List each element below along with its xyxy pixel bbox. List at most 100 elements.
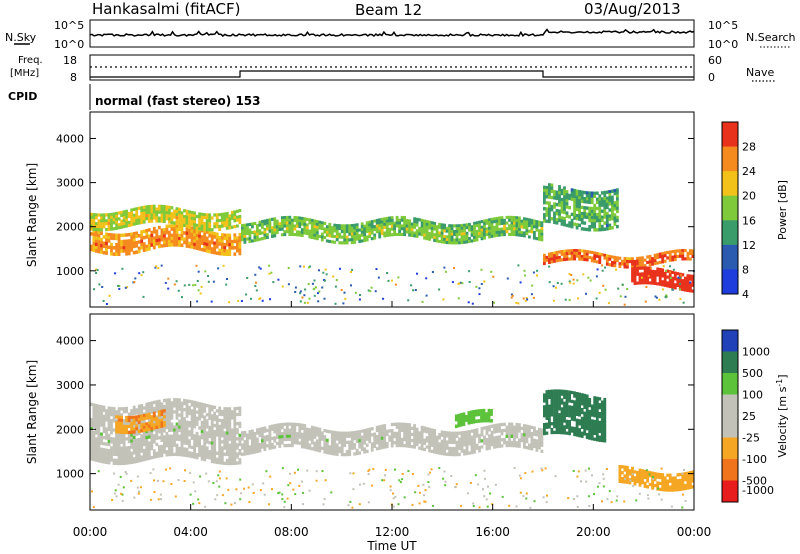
power-echo-cell — [142, 208, 146, 212]
velocity-echo-cell — [528, 428, 531, 432]
power-echo-cell — [325, 239, 329, 243]
power-echo-speckle — [662, 265, 665, 268]
power-echo-cell — [378, 232, 382, 236]
velocity-echo-speckle — [610, 501, 613, 504]
power-echo-cell — [580, 196, 584, 200]
velocity-echo-cell — [570, 408, 574, 412]
velocity-echo-cell — [320, 431, 324, 435]
power-echo-speckle — [200, 285, 203, 288]
power-echo-cell — [246, 229, 249, 233]
velocity-echo-cell — [585, 418, 589, 422]
colorbar-block — [722, 373, 738, 395]
velocity-echo-cell — [92, 415, 96, 419]
power-echo-cell — [538, 234, 541, 238]
power-echo-cell — [208, 230, 212, 235]
power-echo-cell — [175, 230, 179, 234]
velocity-echo-cell — [578, 434, 581, 438]
velocity-echo-speckle — [403, 496, 406, 499]
power-echo-cell — [157, 235, 161, 239]
power-echo-speckle — [519, 281, 522, 284]
velocity-echo-cell — [218, 458, 222, 462]
velocity-echo-cell — [122, 461, 126, 465]
power-echo-cell — [418, 232, 421, 236]
power-echo-cell — [658, 282, 662, 286]
colorbar-tick-label: 4 — [742, 288, 749, 301]
velocity-echo-cell — [278, 435, 282, 439]
velocity-echo-cell — [175, 431, 179, 435]
velocity-echo-cell — [268, 434, 272, 438]
power-echo-cell — [558, 191, 561, 195]
velocity-echo-cell — [127, 418, 131, 423]
power-echo-speckle — [102, 300, 105, 302]
power-echo-cell — [583, 221, 587, 225]
velocity-echo-cell — [673, 482, 677, 486]
velocity-echo-speckle — [501, 495, 504, 498]
velocity-echo-cell — [251, 444, 254, 449]
velocity-echo-cell — [220, 458, 224, 462]
velocity-echo-cell — [105, 451, 108, 455]
velocity-echo-cell — [170, 410, 174, 414]
velocity-echo-cell — [475, 431, 479, 435]
velocity-echo-speckle — [247, 486, 250, 489]
velocity-echo-cell — [493, 445, 496, 449]
velocity-echo-cell — [495, 426, 499, 430]
velocity-echo-cell — [188, 424, 191, 428]
power-echo-cell — [445, 235, 449, 239]
velocity-echo-cell — [152, 414, 156, 418]
velocity-echo-cell — [193, 422, 196, 426]
power-echo-cell — [460, 235, 464, 239]
power-echo-cell — [338, 232, 342, 236]
power-echo-cell — [573, 249, 576, 253]
velocity-echo-cell — [173, 401, 176, 405]
power-echo-cell — [117, 217, 121, 221]
power-echo-cell — [90, 212, 93, 216]
velocity-echo-cell — [585, 409, 589, 413]
velocity-echo-cell — [328, 445, 332, 449]
power-echo-cell — [380, 226, 384, 230]
velocity-echo-cell — [565, 407, 569, 412]
velocity-echo-speckle — [389, 485, 392, 488]
power-echo-cell — [555, 212, 559, 216]
velocity-echo-cell — [188, 439, 191, 443]
power-echo-cell — [585, 206, 589, 210]
velocity-echo-cell — [193, 455, 196, 459]
velocity-echo-cell — [203, 421, 207, 425]
velocity-echo-cell — [583, 411, 587, 415]
power-echo-cell — [460, 223, 464, 227]
velocity-echo-cell — [107, 461, 111, 465]
power-echo-cell — [125, 209, 128, 213]
velocity-echo-cell — [490, 430, 494, 434]
power-echo-cell — [505, 227, 509, 231]
velocity-echo-cell — [343, 443, 347, 448]
velocity-echo-cell — [142, 428, 146, 432]
power-echo-cell — [155, 232, 159, 237]
power-echo-cell — [102, 219, 106, 223]
velocity-echo-cell — [500, 429, 504, 433]
velocity-echo-cell — [256, 440, 259, 444]
power-echo-cell — [208, 213, 212, 217]
velocity-echo-cell — [573, 400, 576, 404]
velocity-echo-cell — [147, 421, 151, 425]
power-echo-cell — [691, 280, 695, 284]
velocity-echo-speckle — [588, 467, 590, 470]
power-echo-cell — [598, 215, 602, 220]
power-echo-cell — [543, 213, 546, 217]
power-echo-speckle — [335, 279, 338, 281]
velocity-echo-cell — [137, 450, 141, 454]
velocity-echo-cell — [560, 389, 564, 393]
velocity-echo-cell — [308, 428, 312, 432]
power-echo-cell — [555, 193, 559, 198]
power-echo-cell — [433, 224, 436, 228]
power-echo-cell — [543, 256, 546, 260]
power-echo-cell — [548, 260, 551, 264]
power-echo-cell — [200, 215, 204, 219]
velocity-echo-cell — [448, 449, 451, 454]
power-echo-cell — [175, 221, 179, 226]
power-echo-speckle — [568, 299, 571, 302]
velocity-echo-cell — [285, 428, 289, 432]
velocity-echo-cell — [147, 456, 151, 460]
power-echo-cell — [435, 225, 439, 229]
power-echo-cell — [253, 221, 257, 225]
power-echo-speckle — [354, 291, 357, 294]
